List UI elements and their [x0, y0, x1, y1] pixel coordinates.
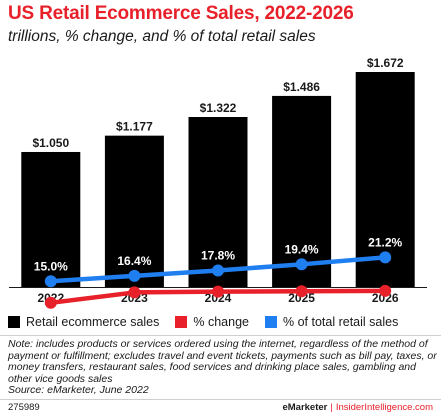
bar-label-2023: $1.177	[116, 120, 153, 134]
legend-item-sales: Retail ecommerce sales	[8, 315, 159, 329]
pct-change-label-2026: 12.5%	[368, 300, 402, 310]
brand-site: InsiderIntelligence.com	[335, 402, 433, 413]
pct-retail-point-2023	[128, 269, 141, 282]
pct-change-label-2023: 12.1%	[117, 301, 151, 310]
pct-retail-label-2026: 21.2%	[368, 235, 402, 249]
pct-change-point-2022	[44, 296, 57, 309]
x-tick-2026: 2026	[372, 291, 399, 305]
x-tick-2025: 2025	[288, 291, 315, 305]
pct-retail-label-2023: 16.4%	[117, 254, 151, 268]
legend-label-pct-change: % change	[193, 315, 249, 329]
bar-label-2026: $1.672	[367, 56, 404, 70]
combo-chart: $1.0502022$1.1772023$1.3222024$1.4862025…	[9, 56, 427, 310]
legend-swatch-pct-change	[175, 316, 188, 328]
chart-subtitle: trillions, % change, and % of total reta…	[8, 28, 316, 45]
chart-id: 275989	[8, 402, 40, 413]
legend-label-pct-retail: % of total retail sales	[283, 315, 399, 329]
footer: 275989 eMarketer | InsiderIntelligence.com	[8, 402, 433, 413]
pct-retail-point-2024	[212, 264, 224, 277]
pct-retail-label-2024: 17.8%	[201, 248, 235, 262]
pct-retail-point-2022	[44, 275, 57, 288]
pct-retail-label-2022: 15.0%	[34, 259, 68, 273]
bar-label-2025: $1.486	[283, 80, 320, 94]
bar-2026	[355, 72, 415, 287]
bar-2022	[21, 151, 81, 287]
pct-change-label-2024: 12.3%	[201, 301, 235, 310]
pct-change-point-2023	[128, 286, 141, 299]
note-source: Source: eMarketer, June 2022	[8, 384, 149, 397]
legend-item-pct-change: % change	[175, 315, 249, 329]
legend-item-pct-retail: % of total retail sales	[265, 315, 398, 329]
pct-change-point-2024	[212, 285, 224, 298]
bar-label-2024: $1.322	[200, 101, 237, 115]
brand-credit: eMarketer | InsiderIntelligence.com	[282, 402, 433, 413]
pct-retail-point-2025	[295, 258, 308, 271]
pct-retail-label-2025: 19.4%	[285, 242, 319, 256]
chart-title: US Retail Ecommerce Sales, 2022-2026	[8, 3, 354, 24]
legend-swatch-sales	[8, 316, 20, 328]
bar-2024	[188, 117, 248, 287]
bar-2025	[272, 95, 332, 287]
legend-swatch-pct-retail	[265, 316, 277, 328]
pct-change-point-2026	[379, 284, 392, 297]
x-tick-2024: 2024	[205, 291, 232, 305]
brand-name: eMarketer	[282, 402, 328, 413]
brand-separator: |	[330, 402, 333, 413]
divider-footer	[0, 399, 441, 400]
bar-label-2022: $1.050	[32, 136, 69, 150]
pct-change-point-2025	[295, 285, 308, 298]
chart-legend: Retail ecommerce sales % change % of tot…	[8, 315, 414, 329]
bar-2023	[104, 135, 164, 287]
pct-change-label-2025: 12.4%	[285, 300, 319, 310]
pct-retail-point-2026	[379, 251, 392, 264]
divider	[0, 335, 441, 336]
note-text: Note: includes products or services orde…	[8, 338, 437, 385]
legend-label-sales: Retail ecommerce sales	[26, 315, 160, 329]
chart-note: Note: includes products or services orde…	[8, 338, 438, 397]
